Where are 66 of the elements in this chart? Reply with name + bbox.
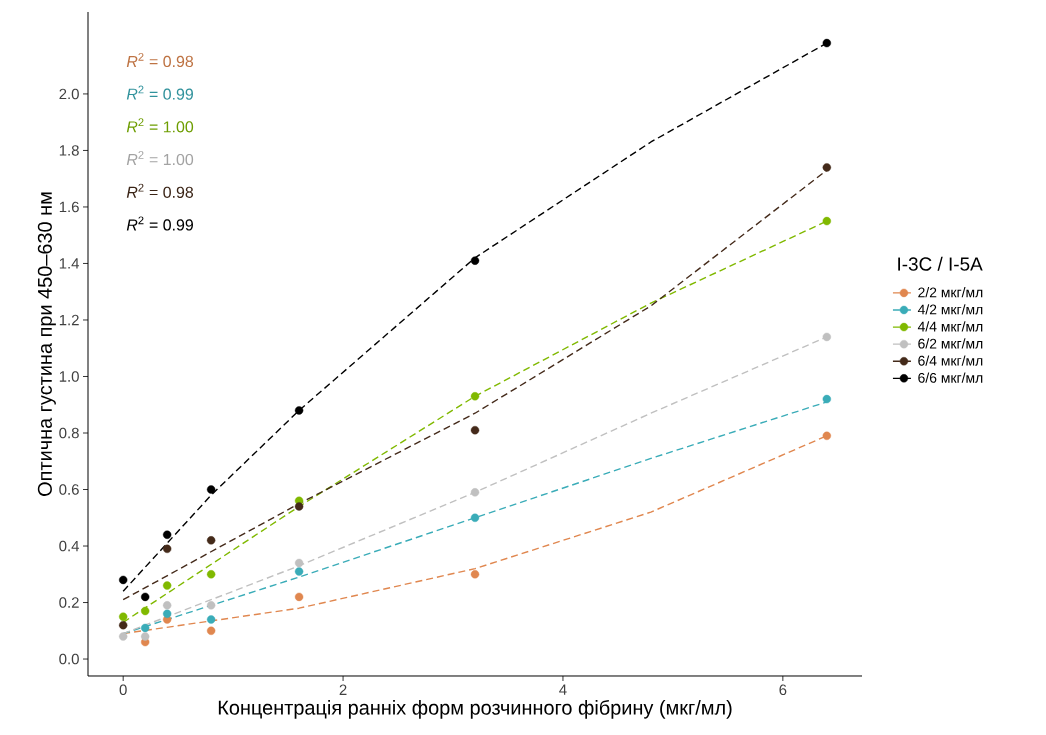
y-axis-title: Оптична густина при 450–630 нм <box>37 192 56 496</box>
point <box>118 620 128 630</box>
legend-title: I-3C / I-5A <box>898 256 983 271</box>
point <box>470 513 480 522</box>
point <box>822 394 832 404</box>
point <box>140 606 150 616</box>
point <box>294 502 304 511</box>
point <box>822 163 832 172</box>
y-tick-label: 0.6 <box>59 484 79 495</box>
point <box>470 256 480 265</box>
point <box>140 632 150 641</box>
annotation: R$^{2}$ = 0.98 <box>126 52 194 68</box>
point <box>162 544 172 554</box>
point <box>206 536 216 545</box>
point <box>162 609 172 619</box>
legend-label: 4/2 мкг/мл <box>917 304 983 315</box>
y-tick-label: 0.0 <box>59 653 79 665</box>
legend-label: 2/2 мкг/мл <box>918 287 983 298</box>
point <box>140 623 150 633</box>
point <box>118 632 128 641</box>
y-tick-label: 1.8 <box>59 145 79 156</box>
point <box>294 558 304 568</box>
y-tick-label: 2.0 <box>59 88 79 100</box>
legend-label: 6/4 мкг/мл <box>918 355 983 366</box>
point <box>206 601 216 610</box>
point <box>822 431 832 441</box>
point <box>294 592 304 602</box>
point <box>118 575 128 585</box>
annotation: R$^{2}$ = 0.99 <box>126 216 193 231</box>
legend-label: 4/4 мкг/мл <box>917 321 983 332</box>
legend-label: 6/6 мкг/мл <box>918 372 983 383</box>
point <box>470 425 480 435</box>
y-tick-label: 0.2 <box>59 597 79 608</box>
point <box>162 530 172 539</box>
point <box>118 612 128 621</box>
x-tick-label: 4 <box>559 684 567 695</box>
point <box>206 615 216 624</box>
point <box>470 570 480 579</box>
y-tick-label: 1.2 <box>59 314 79 326</box>
x-tick-label: 2 <box>339 684 347 695</box>
point <box>162 581 172 590</box>
annotation: R$^{2}$ = 1.00 <box>126 150 194 166</box>
y-tick-label: 1.6 <box>59 201 79 213</box>
x-axis-title: Концентрація ранніх форм розчинного фібрину (мкг/мл) <box>218 699 732 719</box>
legend-label: 6/2 мкг/мл <box>918 338 983 349</box>
y-tick-label: 1.0 <box>59 371 79 382</box>
x-tick-label: 0 <box>119 684 127 696</box>
point <box>294 406 304 415</box>
y-tick-label: 0.8 <box>59 427 79 439</box>
point <box>140 592 150 602</box>
point <box>206 626 216 635</box>
point <box>822 332 832 342</box>
point <box>470 392 480 401</box>
point <box>162 601 172 610</box>
point <box>294 567 304 576</box>
y-tick-label: 0.4 <box>59 540 80 552</box>
annotation: R$^{2}$ = 0.99 <box>126 85 193 100</box>
x-tick-label: 6 <box>779 684 787 696</box>
annotation: R$^{2}$ = 0.98 <box>126 183 194 198</box>
point <box>206 570 216 579</box>
point <box>470 488 480 497</box>
point <box>822 38 832 48</box>
point <box>206 485 216 494</box>
y-tick-label: 1.4 <box>59 258 80 269</box>
point <box>822 216 832 226</box>
annotation: R$^{2}$ = 1.00 <box>126 118 194 133</box>
